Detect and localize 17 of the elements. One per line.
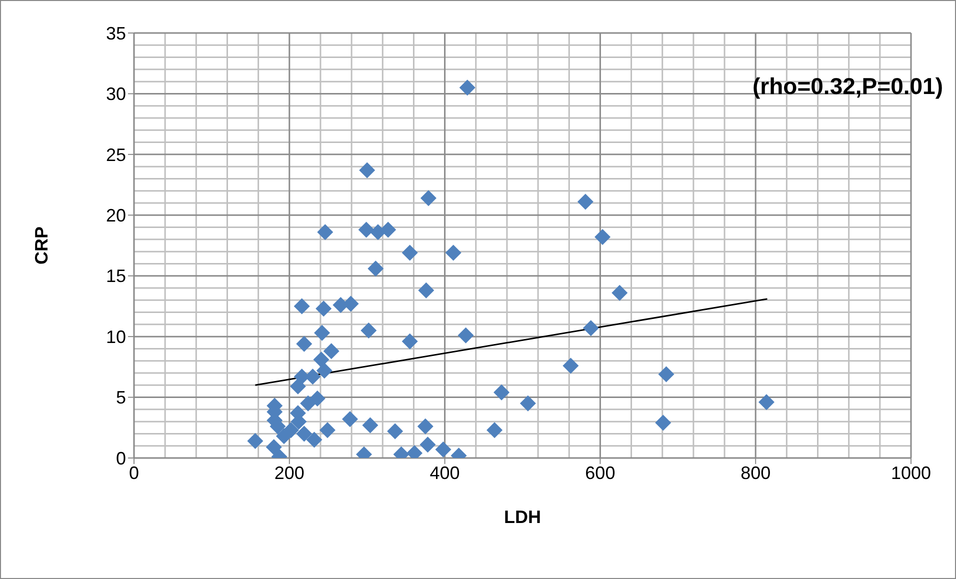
- y-tick-label: 5: [116, 388, 126, 408]
- y-tick-label: 25: [106, 144, 126, 165]
- x-tick-label: 800: [740, 462, 771, 483]
- y-tick-label: 35: [106, 23, 126, 44]
- y-tick-label: 30: [106, 84, 126, 104]
- y-axis-title: CRP: [31, 226, 52, 265]
- x-tick-label: 0: [128, 462, 140, 483]
- x-tick-label: 400: [430, 462, 460, 483]
- y-tick-label: 15: [106, 266, 126, 286]
- y-tick-label: 20: [106, 206, 126, 226]
- x-axis-title: LDH: [504, 506, 541, 527]
- y-tick-label: 10: [106, 326, 126, 347]
- x-tick-label: 1000: [890, 462, 932, 483]
- y-tick-label: 0: [116, 448, 126, 468]
- annotation: (rho=0.32,P=0.01): [752, 73, 943, 100]
- x-tick-label: 600: [585, 462, 616, 483]
- x-tick-label: 200: [274, 462, 304, 483]
